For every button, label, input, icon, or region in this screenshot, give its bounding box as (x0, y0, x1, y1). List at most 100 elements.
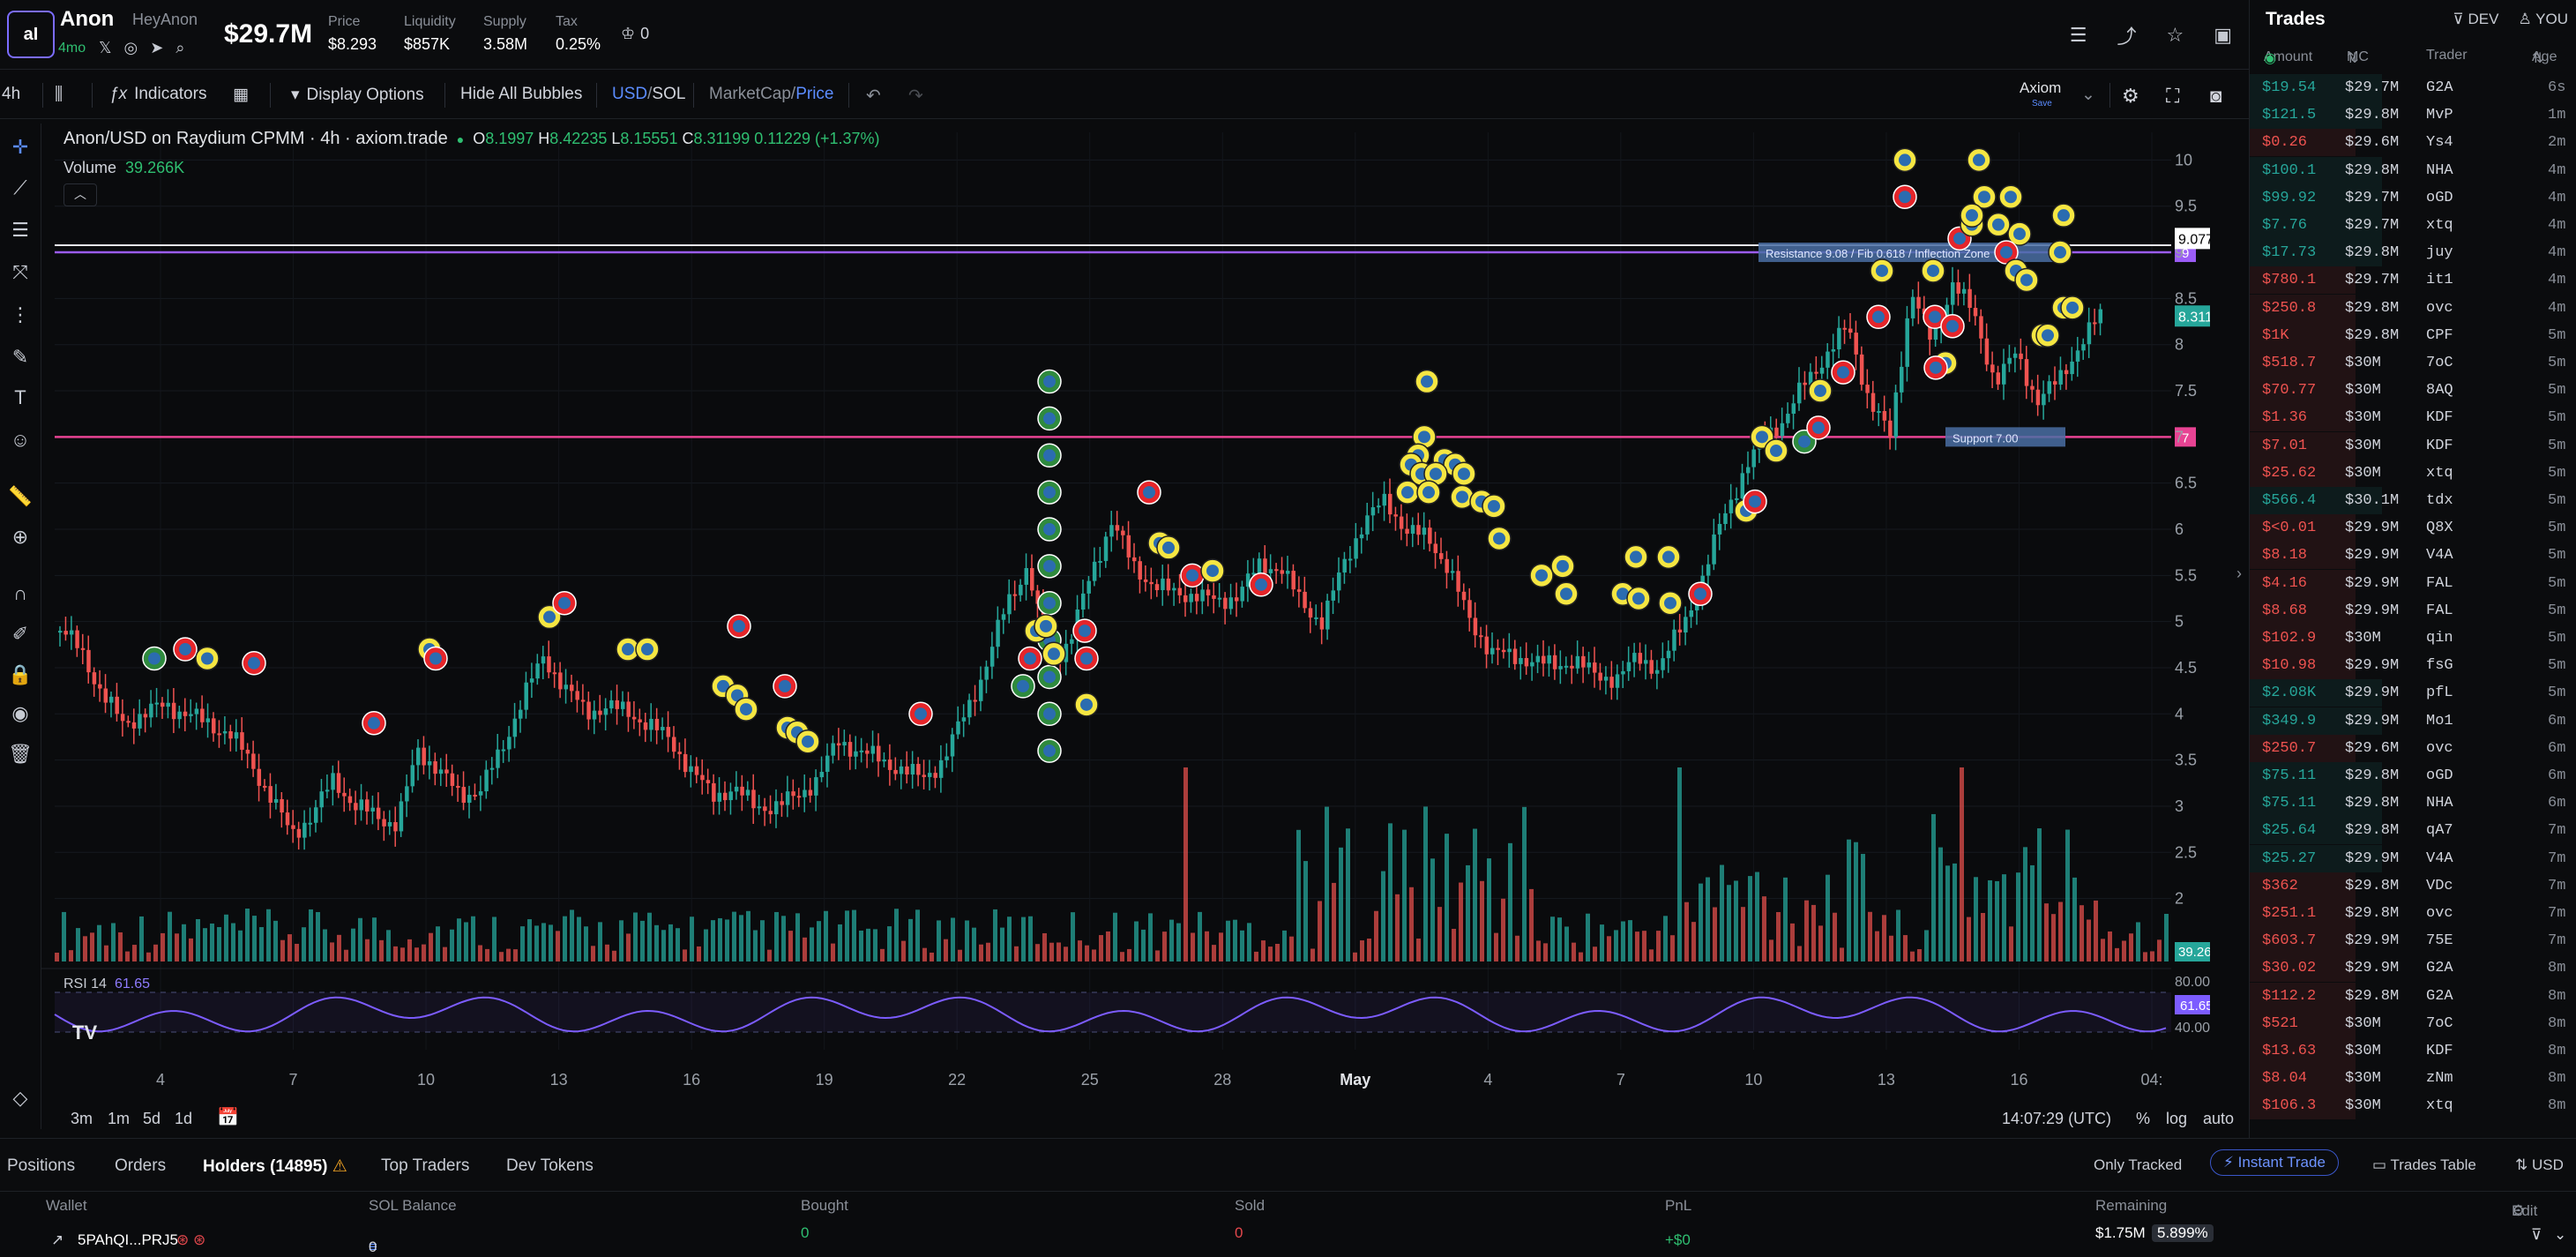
trade-row[interactable]: $99.92 $29.7M oGD 4m (2250, 183, 2576, 212)
star-icon[interactable]: ☆ (2166, 24, 2184, 46)
list-icon[interactable]: ☰ (2069, 24, 2087, 46)
trade-row[interactable]: $8.04 $30M zNm 8m (2250, 1065, 2576, 1093)
trade-row[interactable]: $8.68 $29.9M FAL 5m (2250, 596, 2576, 625)
trade-row[interactable]: $1K $29.8M CPF 5m (2250, 321, 2576, 349)
tab-orders[interactable]: Orders (115, 1156, 167, 1175)
trade-trader[interactable]: ovc (2426, 905, 2453, 922)
trade-trader[interactable]: 8AQ (2426, 382, 2453, 400)
trade-row[interactable]: $7.01 $30M KDF 5m (2250, 431, 2576, 460)
trade-row[interactable]: $25.27 $29.9M V4A 7m (2250, 844, 2576, 872)
trade-trader[interactable]: 75E (2426, 932, 2453, 950)
currency-toggle[interactable]: USD/SOL (612, 85, 685, 104)
trade-row[interactable]: $19.54 $29.7M G2A 6s (2250, 74, 2576, 101)
eye-icon[interactable]: ◉ (11, 702, 29, 724)
currency-sol[interactable]: SOL (652, 85, 686, 103)
filter-you[interactable]: ♙ YOU (2518, 11, 2568, 28)
col-sol-balance[interactable]: SOL Balance (369, 1197, 457, 1214)
trade-trader[interactable]: KDF (2426, 409, 2453, 427)
candle-type-icon[interactable]: ⫼ (55, 85, 63, 104)
col-pnl[interactable]: PnL (1665, 1197, 1692, 1214)
trade-trader[interactable]: V4A (2426, 849, 2453, 867)
trades-table-button[interactable]: ▭ Trades Table (2372, 1156, 2476, 1174)
trade-trader[interactable]: KDF (2426, 437, 2453, 454)
trade-row[interactable]: $121.5 $29.8M MvP 1m (2250, 101, 2576, 130)
trade-row[interactable]: $2.08K $29.9M pfL 5m (2250, 679, 2576, 707)
trade-row[interactable]: $0.26 $29.6M Ys4 2m (2250, 129, 2576, 157)
interval-selector[interactable]: 4h (2, 85, 21, 103)
trade-trader[interactable]: juy (2426, 244, 2453, 262)
trade-row[interactable]: $349.9 $29.9M Mo1 6m (2250, 707, 2576, 735)
search-icon[interactable]: ⌕ (175, 39, 185, 56)
trade-trader[interactable]: FAL (2426, 602, 2453, 619)
trade-trader[interactable]: V4A (2426, 547, 2453, 565)
trade-trader[interactable]: zNm (2426, 1070, 2453, 1088)
trade-row[interactable]: $106.3 $30M xtq 8m (2250, 1092, 2576, 1120)
token-handle[interactable]: HeyAnon (132, 11, 198, 28)
only-tracked-toggle[interactable]: Only Tracked (2094, 1156, 2183, 1173)
range-3m[interactable]: 3m (71, 1110, 93, 1127)
trade-row[interactable]: $25.64 $29.8M qA7 7m (2250, 817, 2576, 845)
tab-top-traders[interactable]: Top Traders (381, 1156, 470, 1175)
trade-trader[interactable]: NHA (2426, 795, 2453, 812)
usd-toggle[interactable]: ⇅ USD (2515, 1156, 2564, 1174)
trade-trader[interactable]: pfL (2426, 685, 2453, 702)
trade-row[interactable]: $75.11 $29.8M oGD 6m (2250, 762, 2576, 789)
trade-row[interactable]: $<0.01 $29.9M Q8X 5m (2250, 514, 2576, 542)
metric-price[interactable]: Price (795, 85, 834, 103)
range-1d[interactable]: 1d (175, 1110, 193, 1127)
trade-trader[interactable]: G2A (2426, 960, 2453, 977)
trade-trader[interactable]: Q8X (2426, 520, 2453, 537)
trade-row[interactable]: $30.02 $29.9M G2A 8m (2250, 954, 2576, 983)
trade-row[interactable]: $362 $29.8M VDc 7m (2250, 872, 2576, 900)
redo-icon[interactable]: ↷ (908, 86, 923, 106)
magnet-icon[interactable]: ∩ (13, 582, 27, 604)
trade-trader[interactable]: Mo1 (2426, 712, 2453, 730)
col-trader[interactable]: Trader (2426, 48, 2468, 63)
filter-dev[interactable]: ⊽ DEV (2453, 11, 2498, 28)
trade-trader[interactable]: G2A (2426, 987, 2453, 1005)
settings-gear-icon[interactable]: ⚙ (2122, 85, 2139, 107)
ruler-icon[interactable]: 📏 (8, 485, 33, 507)
trade-trader[interactable]: qin (2426, 630, 2453, 647)
trade-row[interactable]: $70.77 $30M 8AQ 5m (2250, 377, 2576, 405)
brand-label[interactable]: Axiom (2020, 79, 2062, 96)
zoom-in-icon[interactable]: ⊕ (11, 526, 29, 548)
instant-trade-button[interactable]: ⚡ Instant Trade (2210, 1149, 2339, 1176)
filter-icon[interactable]: ⊽ (2531, 1226, 2542, 1243)
trade-row[interactable]: $4.16 $29.9M FAL 5m (2250, 569, 2576, 597)
fullscreen-icon[interactable]: ⛶ (2166, 85, 2180, 107)
globe-icon[interactable]: ◎ (123, 39, 138, 56)
collapse-legend-icon[interactable]: ︿ (63, 183, 97, 206)
trade-trader[interactable]: G2A (2426, 79, 2453, 96)
col-wallet[interactable]: Wallet (46, 1197, 87, 1214)
trade-trader[interactable]: NHA (2426, 161, 2453, 179)
share-icon[interactable]: ⤴ (2117, 26, 2137, 48)
trade-row[interactable]: $13.63 $30M KDF 8m (2250, 1037, 2576, 1065)
trade-row[interactable]: $100.1 $29.8M NHA 4m (2250, 156, 2576, 184)
percent-toggle[interactable]: % (2136, 1110, 2151, 1127)
trade-row[interactable]: $603.7 $29.9M 75E 7m (2250, 927, 2576, 955)
brush-icon[interactable]: ✎ (11, 346, 29, 368)
calendar-icon[interactable]: 📅 (217, 1108, 239, 1127)
trade-row[interactable]: $250.8 $29.8M ovc 4m (2250, 294, 2576, 322)
trade-row[interactable]: $518.7 $30M 7oC 5m (2250, 349, 2576, 377)
layout-grid-icon[interactable]: ▦ (233, 86, 249, 104)
trade-trader[interactable]: CPF (2426, 326, 2453, 344)
wallet-address[interactable]: 5PAhQI...PRJ5 (78, 1231, 179, 1248)
trade-trader[interactable]: MvP (2426, 107, 2453, 124)
camera-icon[interactable]: ◙ (2210, 85, 2222, 107)
currency-usd[interactable]: USD (612, 85, 648, 103)
tab-positions[interactable]: Positions (7, 1156, 76, 1175)
chevron-down-icon[interactable]: ⌄ (2081, 86, 2095, 104)
crosshair-icon[interactable]: ✛ (11, 136, 29, 158)
metric-marketcap[interactable]: MarketCap (709, 85, 791, 103)
emoji-icon[interactable]: ☺ (10, 429, 31, 451)
undo-icon[interactable]: ↶ (866, 86, 881, 106)
trade-trader[interactable]: VDc (2426, 877, 2453, 894)
tab-holders[interactable]: Holders (14895) ⚠ (203, 1156, 347, 1177)
utc-time[interactable]: 14:07:29 (UTC) (2002, 1110, 2112, 1127)
trade-row[interactable]: $25.62 $30M xtq 5m (2250, 459, 2576, 487)
metric-toggle[interactable]: MarketCap/Price (709, 85, 834, 104)
trade-trader[interactable]: KDF (2426, 1043, 2453, 1059)
hide-bubbles-button[interactable]: Hide All Bubbles (460, 85, 583, 103)
